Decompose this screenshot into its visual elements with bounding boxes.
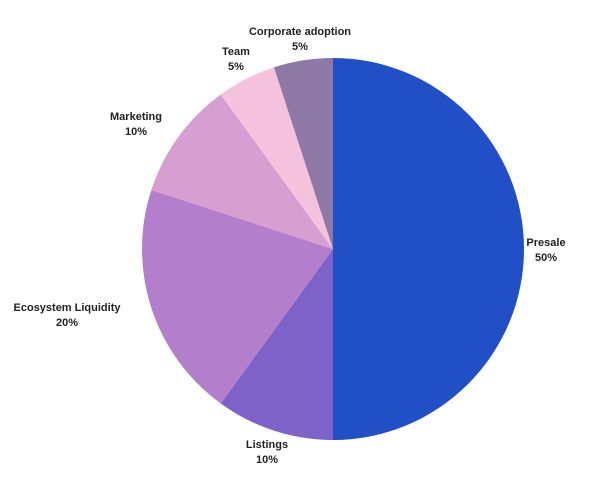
pie-slice-presale	[333, 58, 524, 440]
slice-value-label: 5%	[228, 61, 244, 73]
pie-slice-team	[220, 67, 333, 249]
slice-value-label: 10%	[125, 126, 147, 138]
pie-slice-marketing	[151, 94, 333, 249]
pie-slice-ecosystem-liquidity	[142, 189, 333, 404]
slice-label: Corporate adoption	[249, 26, 351, 38]
slice-value-label: 50%	[535, 252, 557, 264]
pie-slices	[142, 58, 524, 440]
pie-slice-corporate-adoption	[273, 58, 333, 249]
pie-labels: Presale 50% Listings 10% Ecosystem Liquidity…	[14, 26, 566, 466]
slice-value-label: 5%	[292, 41, 308, 53]
slice-label: Presale	[526, 237, 565, 249]
slice-value-label: 10%	[256, 454, 278, 466]
slice-value-label: 20%	[56, 317, 78, 329]
slice-label: Ecosystem Liquidity	[14, 302, 122, 314]
pie-slice-listings	[220, 249, 333, 440]
slice-label: Listings	[246, 439, 288, 451]
slice-label: Team	[222, 46, 250, 58]
slice-label: Marketing	[110, 111, 162, 123]
